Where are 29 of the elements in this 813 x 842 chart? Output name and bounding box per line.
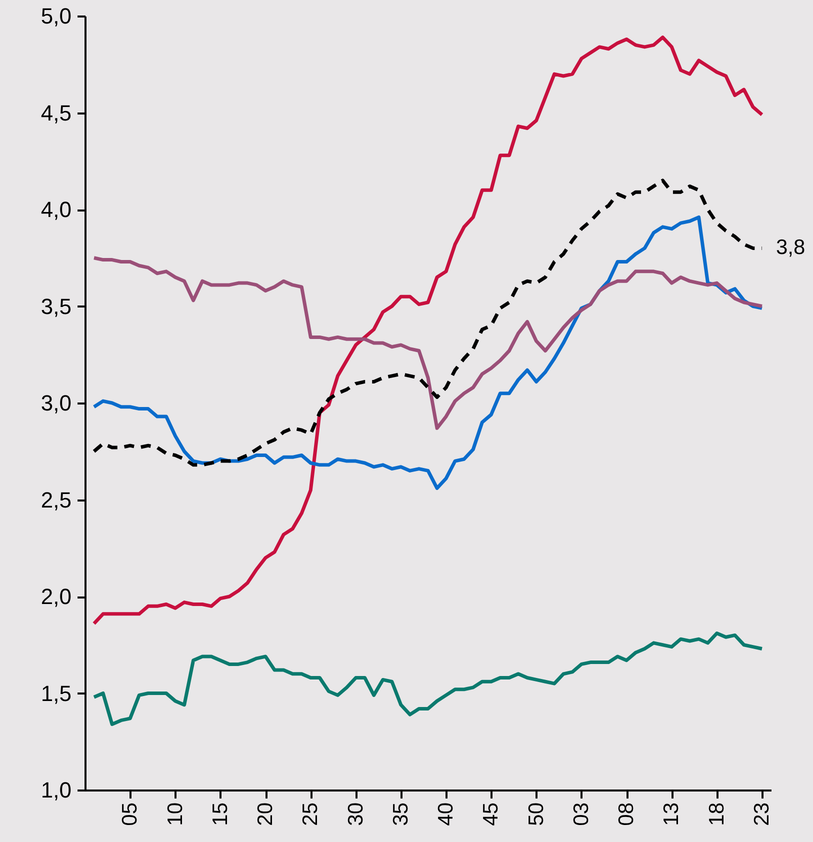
y-tick-label: 2,5 bbox=[40, 487, 72, 512]
x-tick-label: 10 bbox=[164, 802, 187, 826]
x-tick-label: 30 bbox=[344, 802, 368, 826]
y-tick-label: 2,0 bbox=[40, 584, 72, 609]
x-tick-label: 08 bbox=[615, 802, 638, 826]
y-tick-label: 4,5 bbox=[40, 100, 72, 126]
line-series bbox=[92, 36, 764, 626]
y-tick-label: 5,0 bbox=[40, 4, 72, 28]
x-tick-label: 50 bbox=[524, 802, 548, 826]
y-tick-label: 4,0 bbox=[40, 197, 72, 222]
x-tick-label: 20 bbox=[254, 802, 278, 826]
y-tick-label: 1,5 bbox=[40, 680, 72, 706]
x-tick-label: 23 bbox=[750, 802, 774, 826]
x-tick-label: 13 bbox=[660, 802, 684, 826]
line-series bbox=[92, 256, 764, 430]
x-tick-label: 18 bbox=[705, 802, 728, 826]
x-tick-label: 35 bbox=[389, 802, 412, 826]
x-tick-label: 45 bbox=[480, 802, 503, 826]
x-tick-label: 25 bbox=[299, 802, 322, 826]
line-series bbox=[92, 178, 764, 467]
x-tick-label: 03 bbox=[570, 802, 593, 826]
y-tick-label: 1,0 bbox=[40, 778, 72, 802]
y-tick-label: 3,5 bbox=[40, 294, 72, 319]
x-tick-label: 05 bbox=[118, 802, 142, 826]
x-tick-label: 40 bbox=[434, 802, 458, 826]
x-tick-label: 15 bbox=[208, 802, 232, 826]
annotation: 3,8 bbox=[776, 236, 806, 260]
y-tick-label: 3,0 bbox=[40, 390, 72, 416]
line-series bbox=[92, 632, 764, 726]
